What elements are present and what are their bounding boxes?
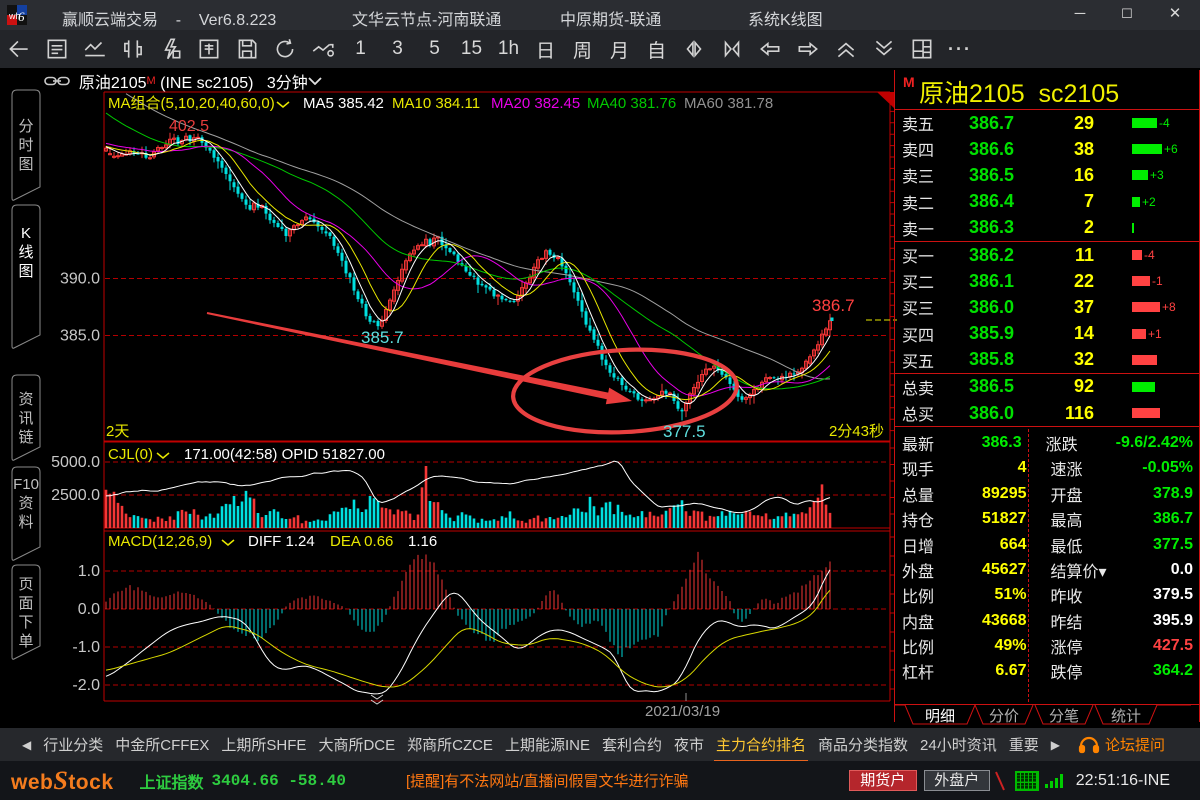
svg-text:链: 链: [18, 429, 33, 446]
svg-text:下: 下: [18, 614, 33, 631]
svg-text:MA10 384.11: MA10 384.11: [392, 95, 480, 112]
svg-text:MA组合(5,10,20,40,60,0): MA组合(5,10,20,40,60,0): [108, 95, 275, 112]
svg-text:MA5 385.42: MA5 385.42: [303, 95, 384, 112]
svg-text:资: 资: [18, 495, 33, 512]
svg-text:5000.0: 5000.0: [51, 454, 100, 471]
svg-text:385.0: 385.0: [60, 328, 100, 345]
svg-text:时: 时: [18, 137, 33, 154]
svg-text:6: 6: [18, 9, 25, 24]
svg-text:MA20 382.45: MA20 382.45: [491, 95, 580, 112]
svg-text:DIFF 1.24: DIFF 1.24: [248, 533, 315, 550]
svg-text:-1.0: -1.0: [72, 639, 100, 656]
svg-text:390.0: 390.0: [60, 271, 100, 288]
svg-text:分笔: 分笔: [1049, 708, 1079, 725]
svg-text:讯: 讯: [18, 410, 33, 427]
svg-text:1.16: 1.16: [408, 533, 437, 550]
svg-text:CJL(0): CJL(0): [108, 446, 153, 463]
svg-text:377.5: 377.5: [663, 422, 706, 441]
svg-text:402.5: 402.5: [169, 118, 209, 135]
svg-text:2分43秒: 2分43秒: [829, 423, 884, 440]
svg-text:2500.0: 2500.0: [51, 487, 100, 504]
svg-text:统计: 统计: [1111, 708, 1141, 725]
svg-text:图: 图: [18, 156, 33, 173]
svg-text:分: 分: [18, 118, 33, 135]
svg-text:明细: 明细: [925, 708, 955, 725]
svg-text:1.0: 1.0: [78, 563, 100, 580]
svg-text:图: 图: [18, 263, 33, 280]
svg-text:资: 资: [18, 391, 33, 408]
svg-text:分价: 分价: [989, 708, 1019, 725]
svg-text:2021/03/19: 2021/03/19: [645, 703, 720, 720]
svg-text:171.00(42:58) OPID 51827.00: 171.00(42:58) OPID 51827.00: [184, 446, 385, 463]
svg-text:K: K: [21, 225, 31, 242]
svg-text:MA40 381.76: MA40 381.76: [587, 95, 676, 112]
svg-text:0.0: 0.0: [78, 601, 100, 618]
svg-text:385.7: 385.7: [361, 328, 404, 347]
svg-text:页: 页: [18, 576, 33, 593]
svg-text:-2.0: -2.0: [72, 677, 100, 694]
svg-text:MACD(12,26,9): MACD(12,26,9): [108, 533, 212, 550]
svg-text:单: 单: [18, 633, 33, 650]
svg-text:线: 线: [18, 244, 33, 261]
svg-text:MA60 381.78: MA60 381.78: [684, 95, 773, 112]
svg-text:F10: F10: [13, 476, 39, 493]
svg-text:2天: 2天: [106, 423, 129, 440]
svg-text:料: 料: [18, 514, 33, 531]
svg-text:DEA 0.66: DEA 0.66: [330, 533, 393, 550]
svg-text:386.7: 386.7: [812, 296, 855, 315]
svg-text:wh: wh: [8, 11, 21, 21]
svg-text:面: 面: [18, 595, 33, 612]
